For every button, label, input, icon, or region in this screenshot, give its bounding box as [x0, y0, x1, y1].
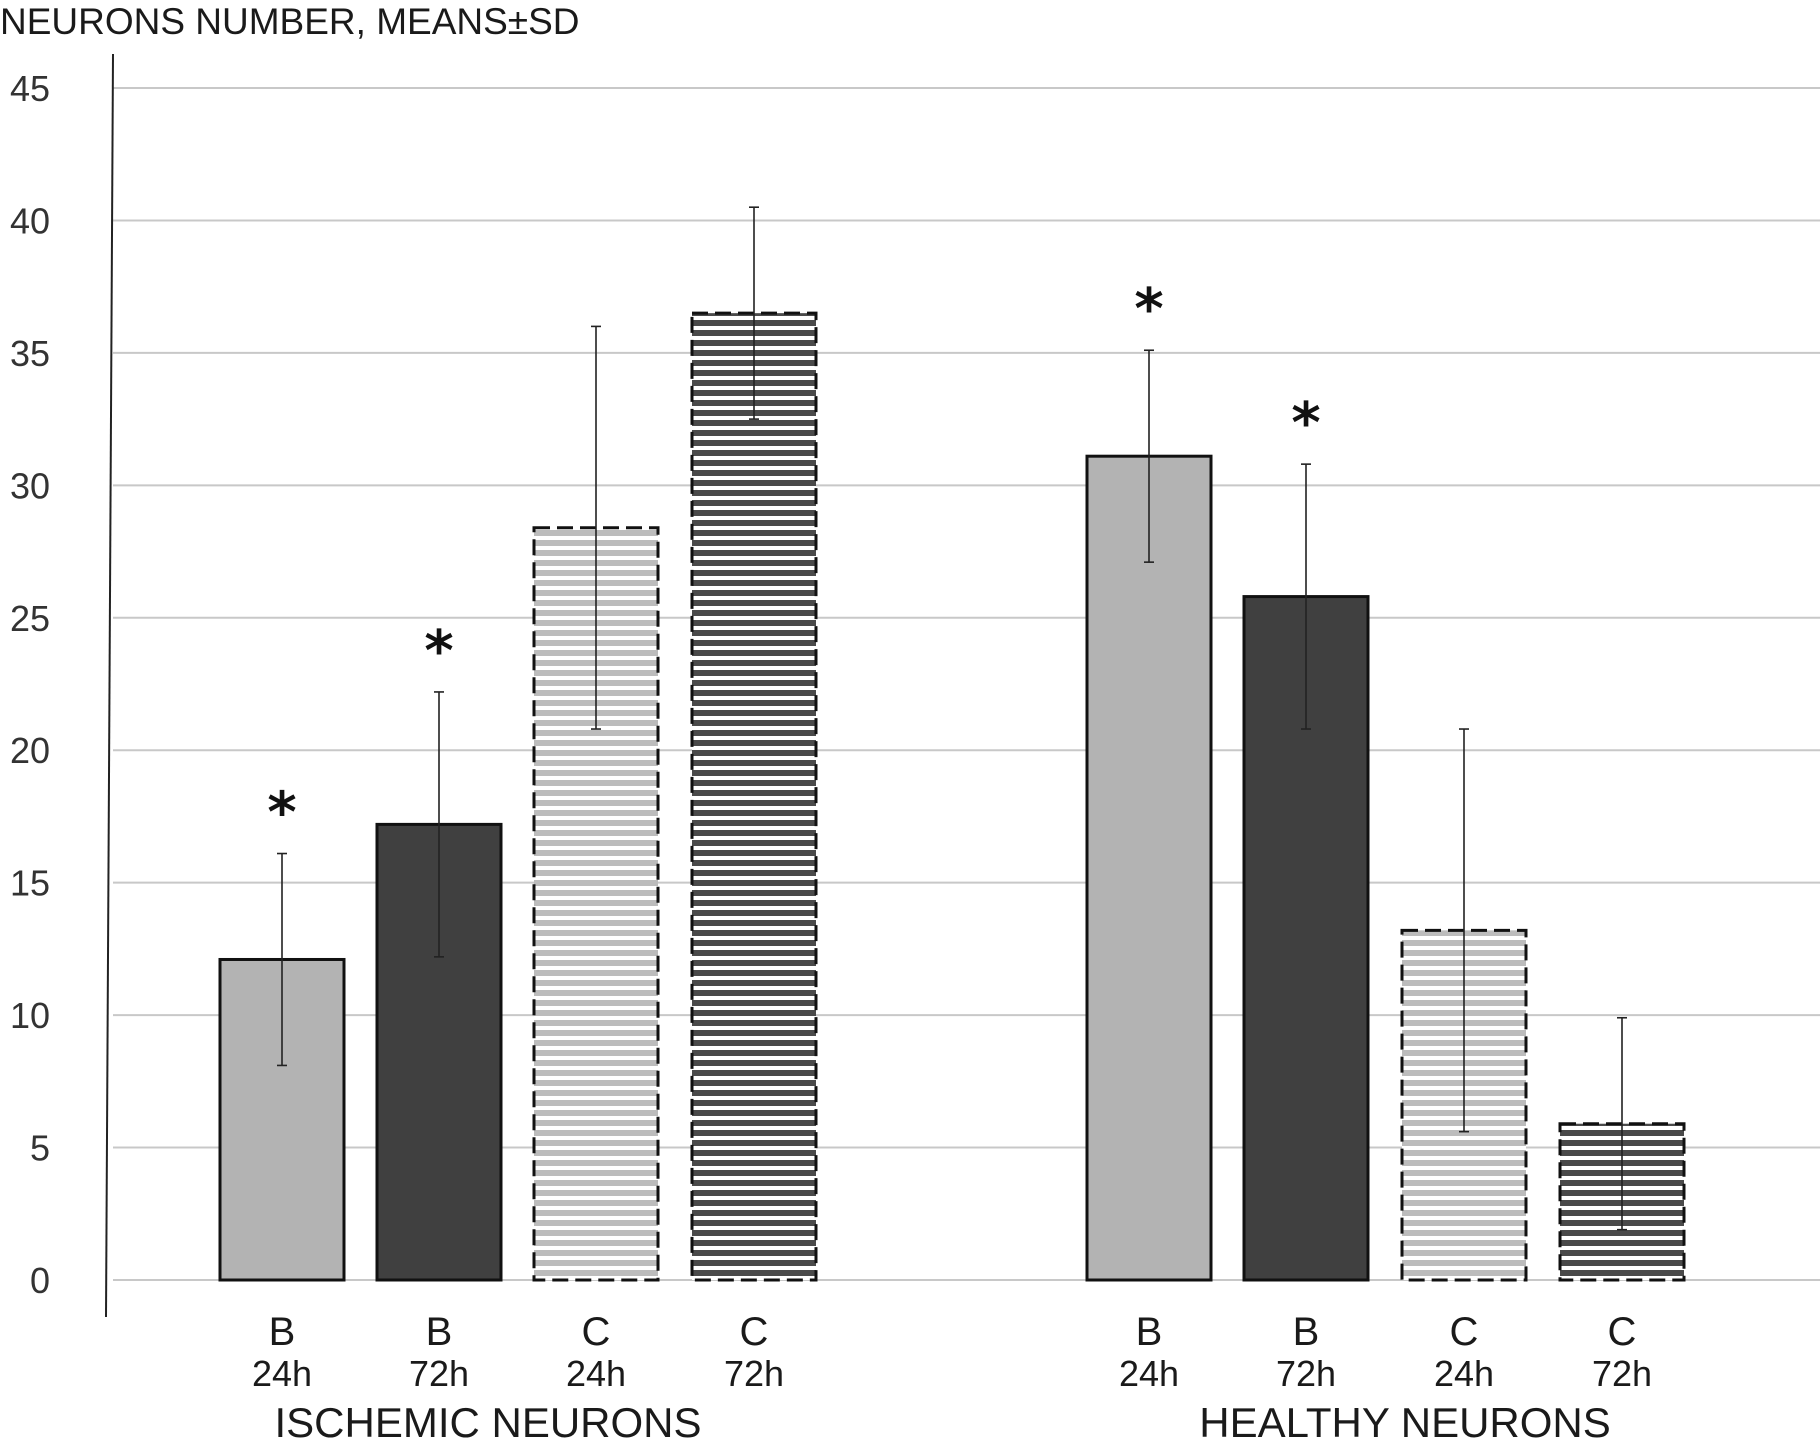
y-tick-label: 10	[10, 995, 50, 1036]
category-time-label: 24h	[1119, 1353, 1179, 1394]
significance-star: *	[1291, 391, 1320, 456]
y-tick-label: 40	[10, 200, 50, 241]
category-time-label: 72h	[724, 1353, 784, 1394]
category-letter-label: B	[269, 1310, 296, 1354]
group-label: HEALTHY NEURONS	[1199, 1399, 1611, 1445]
significance-star: *	[1134, 277, 1163, 342]
y-tick-label: 0	[30, 1260, 50, 1301]
category-time-label: 24h	[566, 1353, 626, 1394]
category-letter-label: B	[1136, 1310, 1163, 1354]
category-time-label: 72h	[1276, 1353, 1336, 1394]
category-letter-label: C	[1450, 1310, 1479, 1354]
bars-layer	[218, 206, 1686, 1282]
category-letter-label: C	[1608, 1310, 1637, 1354]
bar	[375, 822, 503, 1282]
y-axis-line	[105, 53, 114, 1318]
labels-layer: NEURONS NUMBER, MEANS±SD 0 5 10 15 20 25 30 35 4…	[0, 1, 1652, 1445]
y-tick-label: 20	[10, 730, 50, 771]
group-label: ISCHEMIC NEURONS	[274, 1399, 701, 1445]
bar	[1085, 454, 1213, 1282]
category-letter-label: B	[426, 1310, 453, 1354]
category-time-label: 72h	[1592, 1353, 1652, 1394]
y-tick-label: 35	[10, 333, 50, 374]
category-letter-label: B	[1293, 1310, 1320, 1354]
y-tick-label: 25	[10, 598, 50, 639]
category-time-label: 24h	[252, 1353, 312, 1394]
y-tick-label: 45	[10, 68, 50, 109]
y-tick-label: 15	[10, 863, 50, 904]
category-time-label: 72h	[409, 1353, 469, 1394]
category-letter-label: C	[740, 1310, 769, 1354]
category-letter-label: C	[582, 1310, 611, 1354]
bar	[690, 311, 818, 1282]
y-axis-label: NEURONS NUMBER, MEANS±SD	[0, 1, 579, 42]
significance-star: *	[424, 619, 453, 684]
category-time-label: 24h	[1434, 1353, 1494, 1394]
significance-star: *	[267, 781, 296, 846]
y-tick-label: 30	[10, 465, 50, 506]
axis-layer	[105, 53, 114, 1318]
grid-layer	[113, 87, 1820, 1281]
y-tick-label: 5	[30, 1128, 50, 1169]
